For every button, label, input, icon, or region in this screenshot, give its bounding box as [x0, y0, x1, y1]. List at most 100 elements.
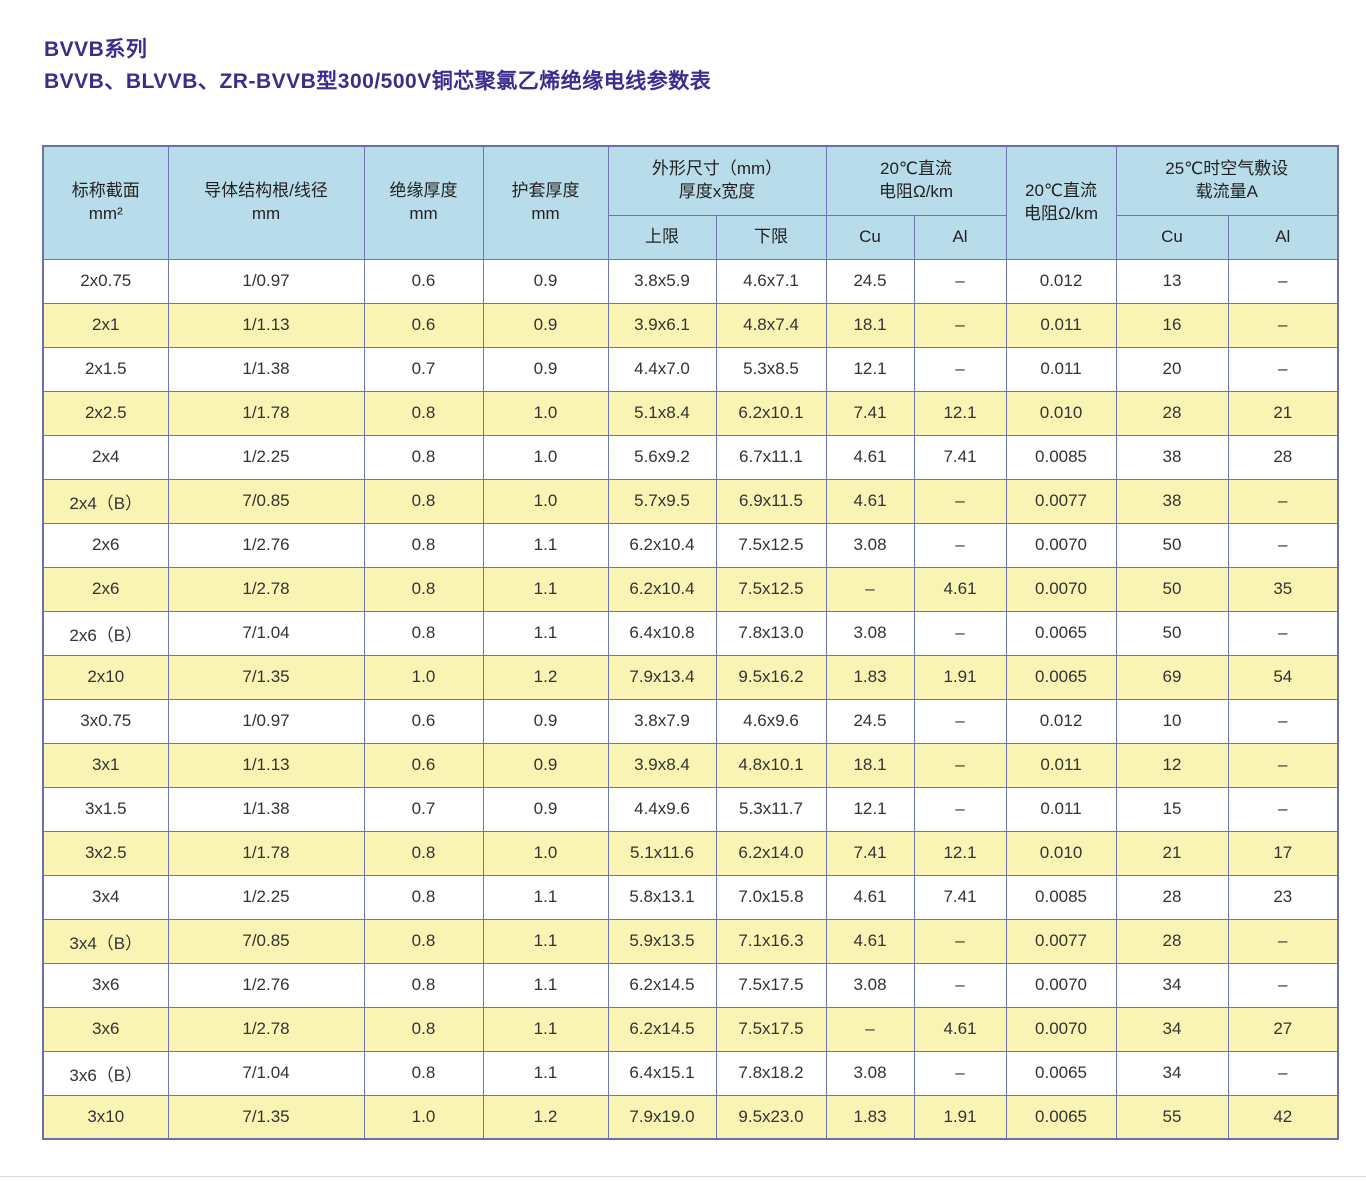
- cell-sheath-thickness: 1.0: [482, 478, 609, 524]
- cell-conductor-structure: 7/1.04: [167, 610, 365, 656]
- header-insulation-thickness: 绝缘厚度 mm: [363, 145, 484, 260]
- cell-dc-resistance-cu: 12.1: [825, 346, 915, 392]
- header-sheath-thickness: 护套厚度 mm: [482, 145, 609, 260]
- header-dc-resistance-group: 20℃直流 电阻Ω/km: [825, 145, 1007, 216]
- header-unit: mm: [531, 203, 560, 223]
- cell-dim-lower-limit: 6.2x14.0: [715, 830, 827, 876]
- cell-dc-resistance-2: 0.010: [1005, 830, 1117, 876]
- cell-dc-resistance-2: 0.011: [1005, 302, 1117, 348]
- cell-ampacity-cu: 13: [1115, 258, 1229, 304]
- cell-sheath-thickness: 1.0: [482, 830, 609, 876]
- cell-conductor-structure: 1/1.13: [167, 742, 365, 788]
- cell-dim-upper-limit: 3.9x6.1: [607, 302, 717, 348]
- header-text: 20℃直流: [880, 158, 953, 178]
- cell-dim-lower-limit: 6.9x11.5: [715, 478, 827, 524]
- cell-conductor-structure: 1/1.78: [167, 830, 365, 876]
- cell-sheath-thickness: 1.0: [482, 434, 609, 480]
- cell-dim-lower-limit: 7.0x15.8: [715, 874, 827, 920]
- cell-dim-upper-limit: 6.4x10.8: [607, 610, 717, 656]
- cell-nominal-section: 3x2.5: [42, 830, 169, 876]
- table-row: 2x0.75 1/0.97 0.6 0.9 3.8x5.9 4.6x7.1 24.5–0.0…: [42, 258, 1339, 304]
- cell-ampacity-al: –: [1227, 346, 1339, 392]
- cell-nominal-section: 3x6: [42, 1006, 169, 1052]
- cell-ampacity-cu: 15: [1115, 786, 1229, 832]
- cell-sheath-thickness: 0.9: [482, 742, 609, 788]
- table-row: 2x6 1/2.78 0.8 1.1 6.2x10.4 7.5x12.5–4.61 0.00…: [42, 566, 1339, 612]
- cell-ampacity-al: –: [1227, 522, 1339, 568]
- cell-dc-resistance-cu: –: [825, 1006, 915, 1052]
- cell-dc-resistance-al: 12.1: [913, 830, 1007, 876]
- cell-sheath-thickness: 0.9: [482, 698, 609, 744]
- cell-ampacity-al: –: [1227, 1050, 1339, 1096]
- cell-dim-upper-limit: 3.9x8.4: [607, 742, 717, 788]
- header-dim-lower: 下限: [715, 214, 827, 260]
- cell-dc-resistance-al: –: [913, 478, 1007, 524]
- cell-nominal-section: 3x6: [42, 962, 169, 1008]
- cell-dim-lower-limit: 7.5x17.5: [715, 962, 827, 1008]
- cell-ampacity-cu: 50: [1115, 566, 1229, 612]
- header-text: 导体结构根/线径: [204, 180, 328, 200]
- cell-ampacity-cu: 28: [1115, 918, 1229, 964]
- cell-dc-resistance-cu: 4.61: [825, 434, 915, 480]
- table-row: 2x1.5 1/1.38 0.7 0.9 4.4x7.0 5.3x8.5 12.1–0.01…: [42, 346, 1339, 392]
- cell-dim-lower-limit: 7.5x12.5: [715, 522, 827, 568]
- cell-insulation-thickness: 0.8: [363, 830, 484, 876]
- cell-dim-upper-limit: 4.4x7.0: [607, 346, 717, 392]
- page-title: BVVB系列: [44, 38, 148, 61]
- cell-dc-resistance-al: –: [913, 698, 1007, 744]
- header-ampacity-group: 25℃时空气敷设 载流量A: [1115, 145, 1339, 216]
- table-row: 2x4（B） 7/0.85 0.8 1.0 5.7x9.5 6.9x11.5 4.61–0.…: [42, 478, 1339, 524]
- cell-sheath-thickness: 1.1: [482, 874, 609, 920]
- cell-nominal-section: 2x6: [42, 522, 169, 568]
- cell-ampacity-cu: 69: [1115, 654, 1229, 700]
- table-row: 3x4 1/2.25 0.8 1.1 5.8x13.1 7.0x15.8 4.61 7.41 0…: [42, 874, 1339, 920]
- header-unit: mm: [251, 203, 281, 223]
- cell-dim-lower-limit: 9.5x23.0: [715, 1094, 827, 1140]
- cell-dc-resistance-2: 0.0070: [1005, 1006, 1117, 1052]
- header-text: 电阻Ω/km: [1023, 203, 1099, 223]
- cell-insulation-thickness: 0.6: [363, 698, 484, 744]
- cell-dim-upper-limit: 6.2x10.4: [607, 522, 717, 568]
- cell-dim-lower-limit: 5.3x11.7: [715, 786, 827, 832]
- cell-dim-lower-limit: 6.7x11.1: [715, 434, 827, 480]
- cell-ampacity-cu: 34: [1115, 962, 1229, 1008]
- cell-dim-lower-limit: 4.8x7.4: [715, 302, 827, 348]
- cell-dim-upper-limit: 5.8x13.1: [607, 874, 717, 920]
- cell-conductor-structure: 1/2.78: [167, 1006, 365, 1052]
- cell-conductor-structure: 1/0.97: [167, 258, 365, 304]
- cell-conductor-structure: 7/1.35: [167, 654, 365, 700]
- cell-nominal-section: 2x6（B）: [42, 610, 169, 656]
- cell-nominal-section: 2x1.5: [42, 346, 169, 392]
- table-row: 3x1.5 1/1.38 0.7 0.9 4.4x9.6 5.3x11.7 12.1–0.0…: [42, 786, 1339, 832]
- cell-insulation-thickness: 0.8: [363, 918, 484, 964]
- cell-ampacity-al: 23: [1227, 874, 1339, 920]
- cell-dc-resistance-cu: 3.08: [825, 962, 915, 1008]
- cell-dim-upper-limit: 5.7x9.5: [607, 478, 717, 524]
- cell-dim-upper-limit: 7.9x19.0: [607, 1094, 717, 1140]
- cell-insulation-thickness: 0.8: [363, 1006, 484, 1052]
- cell-insulation-thickness: 0.8: [363, 434, 484, 480]
- cell-conductor-structure: 1/2.76: [167, 962, 365, 1008]
- cell-ampacity-al: –: [1227, 478, 1339, 524]
- cell-dc-resistance-al: –: [913, 1050, 1007, 1096]
- cell-dim-upper-limit: 5.1x8.4: [607, 390, 717, 436]
- cell-sheath-thickness: 1.1: [482, 566, 609, 612]
- header-text: 护套厚度: [511, 180, 580, 200]
- cell-dim-upper-limit: 5.6x9.2: [607, 434, 717, 480]
- cell-dc-resistance-2: 0.0065: [1005, 1050, 1117, 1096]
- cell-sheath-thickness: 0.9: [482, 346, 609, 392]
- cell-dim-upper-limit: 5.1x11.6: [607, 830, 717, 876]
- cell-dc-resistance-cu: 7.41: [825, 390, 915, 436]
- cell-nominal-section: 3x10: [42, 1094, 169, 1140]
- cell-sheath-thickness: 1.1: [482, 918, 609, 964]
- table-row: 3x6 1/2.76 0.8 1.1 6.2x14.5 7.5x17.5 3.08–0.00…: [42, 962, 1339, 1008]
- cell-insulation-thickness: 0.8: [363, 390, 484, 436]
- header-dim-upper: 上限: [607, 214, 717, 260]
- cell-dc-resistance-2: 0.0085: [1005, 434, 1117, 480]
- cable-parameters-table: 标称截面 mm² 导体结构根/线径 mm 绝缘厚度 mm 护套厚度 mm 外形尺…: [42, 145, 1340, 1140]
- header-ampacity-cu: Cu: [1115, 214, 1229, 260]
- cell-ampacity-cu: 34: [1115, 1050, 1229, 1096]
- header-text: 25℃时空气敷设: [1165, 158, 1289, 178]
- table-row: 2x6（B） 7/1.04 0.8 1.1 6.4x10.8 7.8x13.0 3.08–0…: [42, 610, 1339, 656]
- cell-insulation-thickness: 0.6: [363, 258, 484, 304]
